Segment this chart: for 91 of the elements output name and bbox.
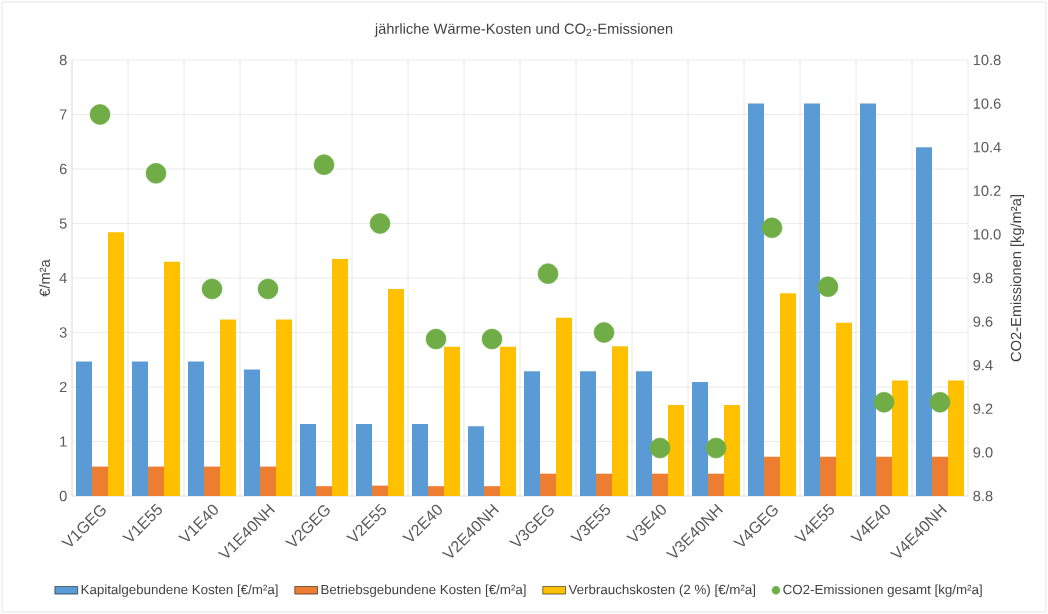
y-tick-label: 5 [59,218,67,229]
y2-tick-label: 9.6 [973,316,993,327]
point [481,328,503,350]
y2-tick-label: 9.0 [973,447,993,458]
y2-tick-label: 10.0 [973,229,1001,240]
legend-label: CO2-Emissionen gesamt [kg/m²a] [783,584,982,597]
y2-tick-label: 10.4 [973,142,1001,153]
bar [876,456,893,496]
y-tick-label: 2 [59,381,67,393]
y-tick-label: 4 [59,272,67,284]
bar [948,380,965,496]
bar [836,322,853,496]
y2-tick-label: 10.2 [973,185,1001,196]
bar [916,147,933,496]
bar [748,103,765,496]
bar [612,346,629,496]
point [369,213,391,234]
legend-label: Kapitalgebundene Kosten [€/m²a] [81,584,278,597]
bar [164,261,180,496]
bar [540,473,557,496]
y2-axis-title: CO2-Emissionen [kg/m²a] [1010,195,1025,362]
y2-tick-label: 10.6 [973,98,1001,109]
bar [148,466,165,496]
bar [188,361,204,496]
bar [780,293,797,496]
point [929,391,951,413]
bar [444,346,461,496]
point [145,163,167,184]
y-tick-label: 7 [59,109,67,120]
chart-title: jährliche Wärme-Kosten und CO$_{2}$-Emissionen [374,23,673,37]
bar [932,456,949,496]
bar [92,466,109,496]
point [201,278,223,300]
y-tick-label: 3 [59,327,67,338]
bar [332,258,349,496]
bar [356,424,373,496]
bar [596,473,613,496]
point [257,278,279,300]
point [537,263,559,284]
bar [388,288,405,496]
point [873,391,895,413]
point [649,437,671,459]
bar [724,404,741,496]
point [89,104,111,125]
y2-tick-label: 9.4 [973,360,993,371]
bar [804,103,821,496]
bar [580,371,597,496]
bar [260,466,276,496]
bar [412,424,429,496]
bar [244,369,261,496]
bar [76,361,92,496]
bar [276,319,292,496]
point [705,437,727,459]
y-tick-label: 1 [60,436,67,447]
bar [468,426,485,496]
bar [300,424,317,496]
bar [692,382,709,496]
bar [860,103,877,496]
y2-tick-label: 9.2 [973,403,993,414]
y2-tick-label: 8.8 [973,490,993,502]
point [425,328,447,350]
bar [500,346,517,496]
bar [556,317,573,496]
legend-label: Betriebsgebundene Kosten [€/m²a] [321,584,526,597]
bar [892,380,909,496]
bar [636,371,653,496]
bar [820,456,837,496]
point [313,154,335,175]
bar [668,404,685,496]
bar [220,319,236,496]
y2-tick-label: 9.8 [973,272,993,284]
bar [484,486,501,496]
bar [204,466,220,496]
point [593,322,615,343]
y-tick-label: 0 [59,490,67,502]
bar [108,232,124,496]
y2-tick-label: 10.8 [973,54,1001,66]
point [761,217,783,239]
y-tick-label: 8 [59,54,67,66]
bar [652,473,669,496]
legend-label: Verbrauchskosten (2 %) [€/m²a] [568,584,756,597]
y-tick-label: 6 [59,163,67,175]
bar [764,456,781,496]
point [817,276,839,297]
y-axis-title: €/m²a [39,259,50,297]
bar [132,361,148,496]
bar [708,473,725,496]
bar [428,486,444,496]
bar [372,485,388,496]
bar [524,371,541,496]
bar [316,486,332,496]
